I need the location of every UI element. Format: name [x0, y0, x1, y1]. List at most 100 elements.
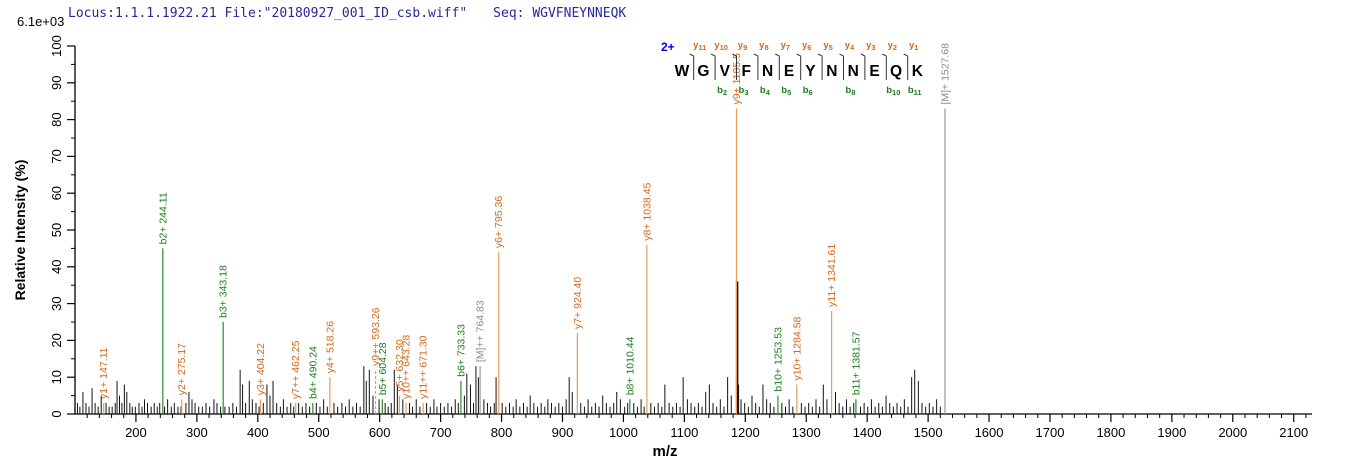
peak-label: y2+ 275.17 [176, 343, 188, 395]
peak-label: b5+ 604.28 [377, 342, 389, 395]
fragment-divider [732, 53, 737, 80]
y-tick-label: 10 [49, 370, 64, 384]
x-tick-label: 200 [125, 425, 147, 440]
background-peaks [76, 281, 941, 414]
x-tick-label: 1300 [792, 425, 821, 440]
y-axis-title: Relative Intensity (%) [12, 160, 28, 301]
y-ion-marker: y3 [866, 40, 875, 52]
y-tick-label: 80 [49, 112, 64, 126]
x-tick-label: 1100 [670, 425, 698, 440]
x-tick-label: 600 [369, 425, 391, 440]
x-tick-label: 1900 [1157, 425, 1186, 440]
residue-letter: W [675, 63, 690, 80]
x-tick-label: 1000 [609, 425, 638, 440]
y-ion-marker: y1 [909, 40, 918, 52]
x-tick-label: 1400 [853, 425, 882, 440]
y-ion-marker: y5 [823, 40, 832, 52]
fragment-divider [753, 53, 759, 80]
peak-label: y10+ 1284.58 [791, 316, 803, 380]
x-tick-label: 800 [491, 425, 513, 440]
peak-label: y9++ 593.26 [370, 307, 382, 366]
x-tick-label: 900 [552, 425, 574, 440]
b-ion-marker: b2 [717, 85, 727, 97]
b-ion-marker: b10 [886, 85, 900, 97]
y-ion-marker: y9 [738, 40, 747, 52]
residue-letter: F [741, 63, 750, 80]
fragment-divider [775, 53, 780, 80]
peak-label: y6+ 795.36 [493, 196, 505, 248]
peak-label: y1+ 147.11 [98, 347, 110, 399]
residue-letter: E [869, 63, 879, 80]
peak-label: y11++ 671.30 [418, 335, 430, 399]
peptide-sequence-text: WGVFNEYNNEQK [532, 6, 627, 21]
b-ion-marker: b5 [781, 85, 791, 97]
peak-label: b11+ 1381.57 [850, 331, 862, 395]
x-tick-label: 1800 [1096, 425, 1125, 440]
residue-letter: N [848, 63, 859, 80]
peak-label: b6+ 733.33 [455, 324, 467, 377]
y-ion-marker: y11 [693, 40, 706, 52]
y-tick-label: 0 [49, 410, 64, 417]
residue-letter: V [720, 63, 731, 80]
peak-label: b10+ 1253.53 [772, 327, 784, 392]
x-tick-label: 1600 [975, 425, 1004, 440]
peak-label: y5+ 632.30 [394, 339, 406, 391]
x-tick-label: 1200 [731, 425, 760, 440]
b-ion-marker: b3 [739, 85, 749, 97]
y-tick-label: 40 [49, 260, 64, 274]
y-tick-label: 50 [49, 223, 64, 237]
fragment-divider [710, 53, 716, 80]
y-ion-marker: y8 [759, 40, 768, 52]
peak-label: y3+ 404.22 [255, 343, 267, 395]
x-tick-label: 1500 [914, 425, 943, 440]
residue-letter: G [697, 63, 709, 80]
peak-label: b8+ 1010.44 [624, 336, 636, 395]
y-ion-marker: y7 [781, 40, 790, 52]
y-ion-marker: y6 [802, 40, 811, 52]
x-tick-label: 400 [247, 425, 269, 440]
y-tick-label: 20 [49, 333, 64, 347]
seq-label: Seq: WGVFNEYNNEQK [493, 6, 627, 21]
y-tick-label: 30 [49, 296, 64, 310]
peak-label: y7++ 462.25 [290, 340, 302, 399]
x-tick-label: 1700 [1036, 425, 1065, 440]
b-ion-marker: b6 [803, 85, 813, 97]
b-ion-marker: b8 [846, 85, 856, 97]
peak-label: b3+ 343.18 [218, 265, 230, 318]
x-axis-title: m/z [652, 443, 677, 460]
y-tick-label: 100 [49, 35, 64, 57]
y-tick-label: 60 [49, 186, 64, 200]
residue-letter: N [826, 63, 837, 80]
peak-label: b4+ 490.24 [307, 346, 319, 399]
locus-file-label: Locus:1.1.1.1922.21 File:"20180927_001_I… [68, 6, 468, 21]
y-tick-label: 70 [49, 149, 64, 163]
peak-label: y8+ 1038.45 [641, 182, 653, 240]
peak-label: [M]+ 1527.68 [939, 43, 951, 105]
x-tick-label: 500 [308, 425, 330, 440]
y-ion-marker: y10 [714, 40, 728, 52]
fragment-divider [817, 53, 823, 80]
fragment-divider [860, 53, 866, 80]
peak-label: y4+ 518.26 [324, 321, 336, 373]
intensity-scale-label: 6.1e+03 [17, 14, 65, 29]
y-ion-marker: y4 [845, 40, 855, 52]
y-tick-label: 90 [49, 76, 64, 90]
peak-label: y10++ 643.28 [401, 335, 413, 399]
peak-label: y7+ 924.40 [572, 277, 584, 329]
precursor-charge-label: 2+ [661, 40, 675, 54]
x-tick-label: 300 [186, 425, 208, 440]
x-tick-label: 700 [430, 425, 452, 440]
b-ion-marker: b4 [760, 85, 771, 97]
residue-letter: N [762, 63, 773, 80]
spectrum-header: Locus:1.1.1.1922.21 File:"20180927_001_I… [68, 6, 626, 21]
peak-label: [M]++ 764.83 [475, 300, 487, 362]
annotated-peaks: y1+ 147.11 b2+ 244.11 y2+ 275.17 b3+ 343.18… [98, 43, 951, 414]
residue-letter: Q [890, 63, 902, 80]
residue-letter: K [912, 63, 924, 80]
fragment-divider [882, 53, 887, 80]
fragment-divider [796, 53, 802, 80]
